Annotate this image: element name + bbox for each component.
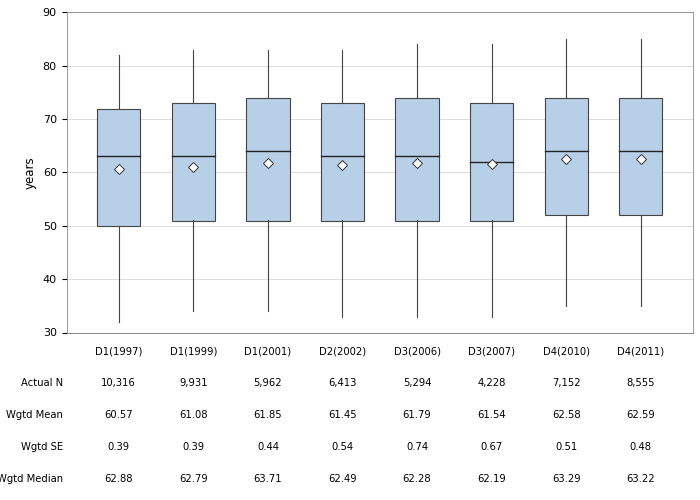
Text: 63.71: 63.71 [253, 474, 282, 484]
Text: D1(2001): D1(2001) [244, 346, 291, 356]
Text: 0.54: 0.54 [331, 442, 354, 452]
Text: 63.22: 63.22 [626, 474, 655, 484]
Text: 0.44: 0.44 [257, 442, 279, 452]
Text: 62.19: 62.19 [477, 474, 506, 484]
Text: 61.54: 61.54 [477, 410, 506, 420]
Text: Actual N: Actual N [21, 378, 63, 388]
Text: 63.29: 63.29 [552, 474, 580, 484]
Text: 10,316: 10,316 [102, 378, 136, 388]
Text: 5,294: 5,294 [402, 378, 431, 388]
Text: 61.08: 61.08 [179, 410, 207, 420]
Bar [470, 103, 513, 220]
Text: 62.79: 62.79 [179, 474, 208, 484]
Text: 62.88: 62.88 [104, 474, 133, 484]
Text: D1(1997): D1(1997) [95, 346, 142, 356]
Text: D4(2011): D4(2011) [617, 346, 664, 356]
Bar [97, 108, 140, 226]
Text: 9,931: 9,931 [179, 378, 207, 388]
Text: 60.57: 60.57 [104, 410, 133, 420]
Text: Wgtd Mean: Wgtd Mean [6, 410, 63, 420]
Bar [395, 98, 439, 220]
Text: D4(2010): D4(2010) [542, 346, 589, 356]
Text: 5,962: 5,962 [253, 378, 282, 388]
Text: 0.39: 0.39 [182, 442, 204, 452]
Text: 0.67: 0.67 [480, 442, 503, 452]
Text: 62.58: 62.58 [552, 410, 580, 420]
Text: 0.39: 0.39 [108, 442, 130, 452]
Y-axis label: years: years [24, 156, 37, 189]
Bar [545, 98, 588, 215]
Bar [172, 103, 215, 220]
Text: 62.59: 62.59 [626, 410, 655, 420]
Text: 4,228: 4,228 [477, 378, 506, 388]
Text: 8,555: 8,555 [626, 378, 655, 388]
Bar [620, 98, 662, 215]
Text: D3(2007): D3(2007) [468, 346, 515, 356]
Text: 0.48: 0.48 [630, 442, 652, 452]
Text: 6,413: 6,413 [328, 378, 356, 388]
Text: Wgtd Median: Wgtd Median [0, 474, 63, 484]
Text: 62.28: 62.28 [402, 474, 431, 484]
Text: D1(1999): D1(1999) [169, 346, 217, 356]
Text: 61.85: 61.85 [253, 410, 282, 420]
Text: Wgtd SE: Wgtd SE [21, 442, 63, 452]
Text: D3(2006): D3(2006) [393, 346, 440, 356]
Bar [246, 98, 290, 220]
Text: 61.45: 61.45 [328, 410, 357, 420]
Text: D2(2002): D2(2002) [319, 346, 366, 356]
Text: 7,152: 7,152 [552, 378, 580, 388]
Bar [321, 103, 364, 220]
Text: 0.51: 0.51 [555, 442, 578, 452]
Text: 0.74: 0.74 [406, 442, 428, 452]
Text: 62.49: 62.49 [328, 474, 357, 484]
Text: 61.79: 61.79 [402, 410, 431, 420]
